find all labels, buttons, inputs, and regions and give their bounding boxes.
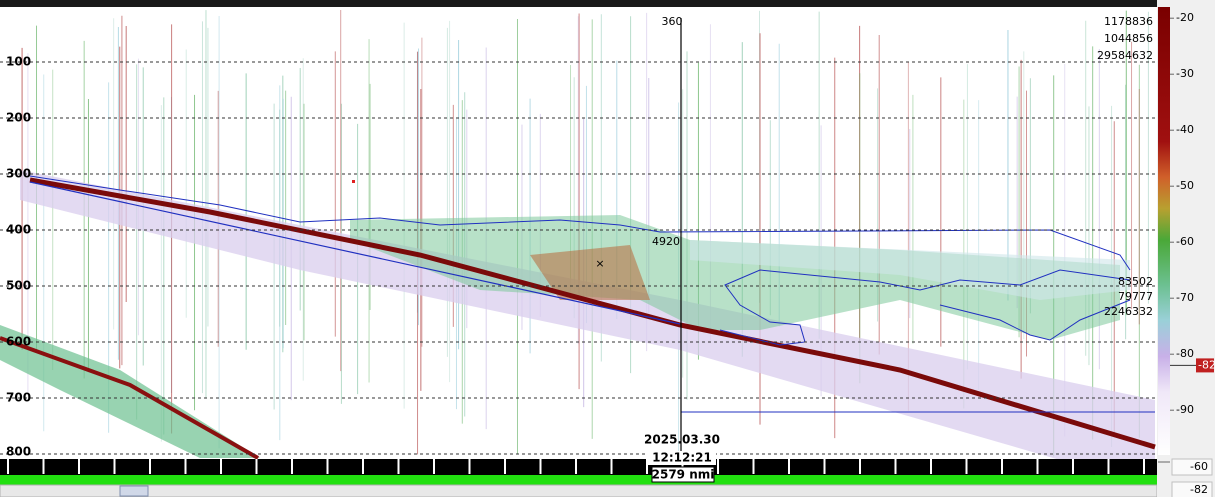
top-strip xyxy=(0,0,1157,7)
scale-label: -20 xyxy=(1176,11,1194,24)
marker-label: -82 xyxy=(1198,358,1215,371)
depth-label: 300 xyxy=(6,167,31,181)
scroll-thumb[interactable] xyxy=(120,486,148,496)
scale-value: -60 xyxy=(1190,460,1208,473)
color-bar xyxy=(1158,7,1170,455)
scale-label: -40 xyxy=(1176,123,1194,136)
scale-label: -80 xyxy=(1176,347,1194,360)
cursor-value: 4920 xyxy=(652,235,680,248)
scale-label: -50 xyxy=(1176,179,1194,192)
readout: 2246332 xyxy=(1104,305,1153,318)
depth-label: 400 xyxy=(6,223,31,237)
depth-label: 600 xyxy=(6,335,31,349)
cursor-cross: × xyxy=(595,257,604,270)
scale-label: -70 xyxy=(1176,291,1194,304)
cursor-label: 360 xyxy=(662,15,683,28)
status-bar xyxy=(0,475,1157,485)
depth-label: 100 xyxy=(6,55,31,69)
depth-label: 500 xyxy=(6,279,31,293)
time-ruler xyxy=(0,459,1157,475)
echogram-window: × 100 200 300 400 500 600 700 800 360 1178836 1… xyxy=(0,0,1215,497)
depth-label: 200 xyxy=(6,111,31,125)
scale-label: -90 xyxy=(1176,403,1194,416)
date: 2025.03.30 xyxy=(644,433,720,447)
readout: 1178836 xyxy=(1104,15,1153,28)
depth-label: 800 xyxy=(6,445,31,459)
readout: 83502 xyxy=(1118,275,1153,288)
h-scrollbar[interactable] xyxy=(0,485,1157,497)
time: 12:12:21 xyxy=(652,451,712,465)
scale-label: -60 xyxy=(1176,235,1194,248)
readout: 79777 xyxy=(1118,290,1153,303)
depth-label: 700 xyxy=(6,391,31,405)
scale-value: -82 xyxy=(1190,483,1208,496)
readout: 1044856 xyxy=(1104,32,1153,45)
scale-label: -30 xyxy=(1176,67,1194,80)
marker-dot xyxy=(352,180,355,183)
distance: 2579 nmi xyxy=(652,468,715,482)
readout: 29584632 xyxy=(1097,49,1153,62)
